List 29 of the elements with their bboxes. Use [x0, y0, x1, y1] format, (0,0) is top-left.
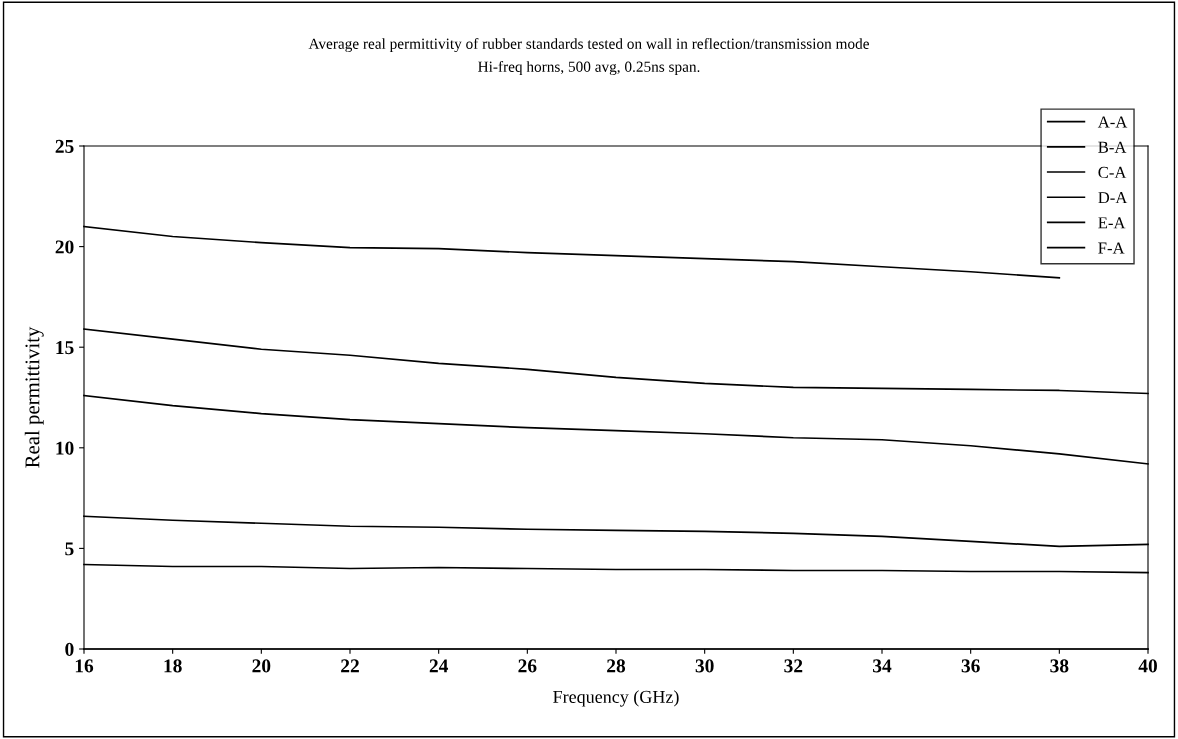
legend-label: A-A: [1097, 116, 1128, 128]
x-tick-label: 22: [341, 659, 359, 673]
x-tick-label: 36: [961, 659, 980, 673]
x-axis-title: Frequency (GHz): [553, 690, 679, 707]
x-tick-label: 18: [164, 659, 182, 673]
x-tick-label: 20: [252, 659, 271, 673]
x-tick-label: 34: [873, 659, 892, 673]
legend-label: E-A: [1098, 217, 1126, 229]
chart-title: Average real permittivity of rubber standards tested on wall in reflection/transmission mode: [308, 37, 869, 53]
x-tick-label: 32: [784, 659, 803, 673]
x-tick-label: 28: [607, 659, 626, 673]
legend-label: F-A: [1098, 242, 1125, 254]
y-tick-label: 10: [56, 441, 74, 455]
x-tick-label: 40: [1138, 659, 1157, 673]
legend-label: C-A: [1098, 166, 1127, 179]
y-tick-label: 5: [65, 542, 74, 556]
chart-subtitle: Hi-freq horns, 500 avg, 0.25ns span.: [478, 60, 700, 76]
x-tick-label: 38: [1050, 659, 1069, 673]
legend-label: D-A: [1098, 192, 1128, 204]
y-tick-label: 20: [55, 240, 74, 254]
x-tick-label: 16: [75, 659, 94, 673]
y-axis-title: Real permittivity: [24, 326, 44, 468]
x-tick-label: 24: [429, 659, 449, 673]
x-tick-label: 26: [518, 659, 537, 673]
x-tick-label: 30: [695, 659, 714, 673]
legend-label: B-A: [1098, 141, 1127, 153]
y-tick-label: 15: [56, 341, 74, 355]
y-tick-label: 0: [65, 642, 74, 656]
y-tick-label: 25: [55, 139, 74, 153]
